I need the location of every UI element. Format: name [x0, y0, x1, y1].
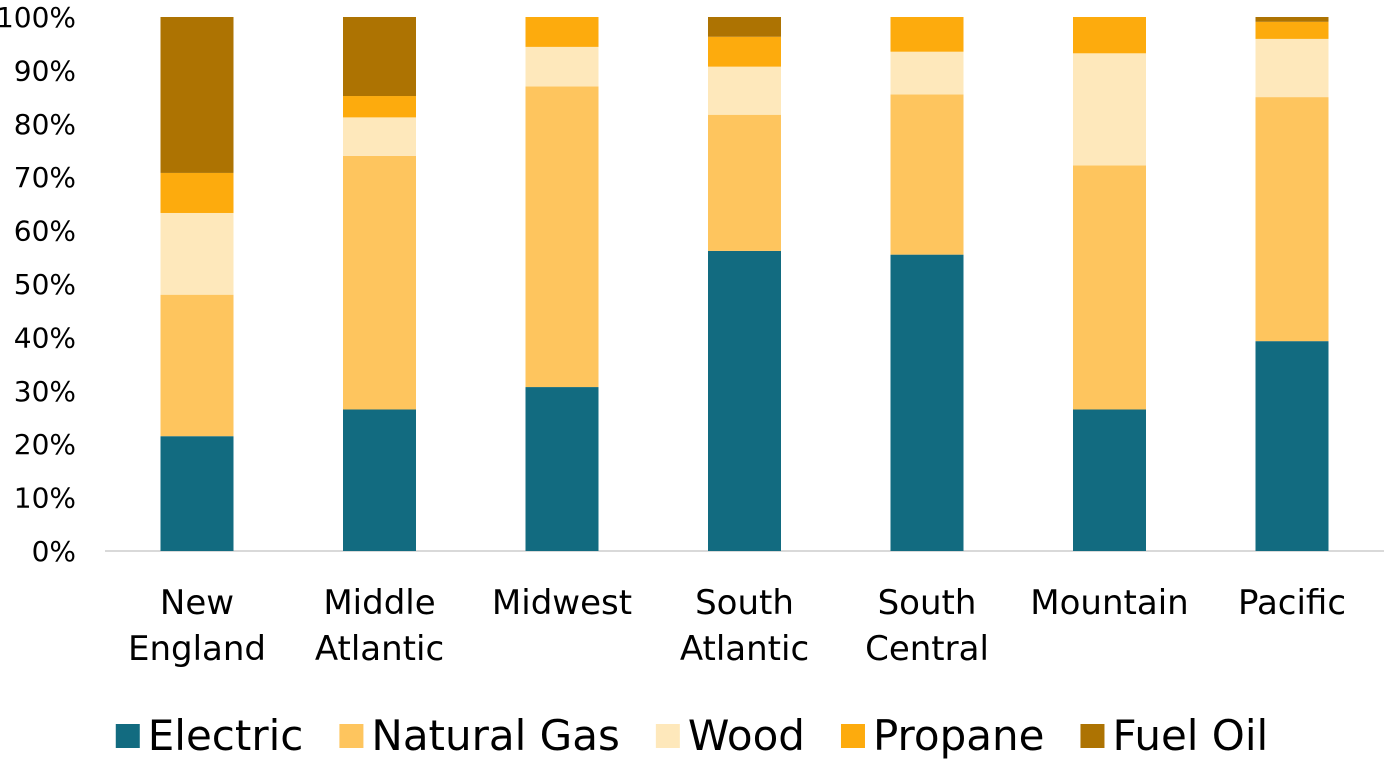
bar-segment-propane: [343, 96, 416, 118]
legend-swatch: [339, 724, 364, 748]
bar-segment-natural-gas: [1255, 97, 1329, 342]
bar-segment-wood: [160, 212, 234, 295]
y-tick-label: 10%: [14, 482, 76, 515]
x-category-label-line: South: [878, 583, 977, 623]
bar-segment-electric: [890, 254, 964, 551]
legend-swatch: [655, 724, 680, 748]
bar-stack-pacific: [1255, 17, 1329, 551]
x-category-label: Pacific: [1238, 583, 1346, 623]
bar-segment-electric: [525, 387, 599, 551]
bar-segment-natural-gas: [160, 294, 234, 437]
x-category-label-line: Middle: [323, 583, 435, 623]
bar-segment-propane: [1073, 17, 1146, 54]
bar-stack-middle-atlantic: [343, 17, 416, 551]
bar-segment-electric: [1255, 341, 1329, 551]
bar-segment-wood: [1073, 53, 1146, 166]
bar-segment-propane: [890, 17, 964, 52]
y-tick-label: 90%: [14, 54, 76, 87]
legend-swatch: [840, 724, 865, 748]
bar-stack-south-central: [890, 17, 964, 551]
legend-label: Wood: [688, 711, 805, 760]
legend: Electric Natural Gas Wood Propane Fuel Oil: [115, 711, 1268, 760]
x-category-label: Middle Atlantic: [315, 583, 444, 669]
x-category-label: South Atlantic: [680, 583, 809, 669]
legend-label: Electric: [148, 711, 304, 760]
y-tick-label: 0%: [32, 535, 76, 568]
x-category-label: New England: [128, 583, 266, 669]
legend-swatch: [1080, 724, 1105, 748]
bar-segment-electric: [343, 409, 416, 551]
bar-segment-wood: [708, 66, 781, 115]
bar-stack-new-england: [160, 17, 234, 551]
bar-segment-wood: [890, 51, 964, 95]
y-tick-label: 70%: [14, 161, 76, 194]
legend-item-electric: Electric: [115, 711, 304, 760]
x-category-label-line: Midwest: [492, 583, 632, 623]
y-tick-label: 80%: [14, 108, 76, 141]
bar-segment-wood: [343, 117, 416, 156]
bar-segment-wood: [1255, 38, 1329, 98]
bar-segment-propane: [160, 172, 234, 213]
bar-segment-natural-gas: [1073, 165, 1146, 410]
y-tick-label: 40%: [14, 321, 76, 354]
bar-segment-fuel-oil: [1255, 17, 1329, 22]
x-category-label-line: Central: [865, 629, 989, 669]
bar-segment-natural-gas: [708, 114, 781, 251]
x-category-label-line: New: [160, 583, 234, 623]
y-tick-label: 50%: [14, 268, 76, 301]
bar-segment-fuel-oil: [160, 17, 234, 173]
legend-item-wood: Wood: [655, 711, 805, 760]
bar-stack-south-atlantic: [708, 17, 781, 551]
x-category-label-line: Atlantic: [315, 629, 444, 669]
legend-label: Natural Gas: [371, 711, 619, 760]
y-tick-label: 60%: [14, 215, 76, 248]
bar-segment-wood: [525, 46, 599, 87]
legend-label: Propane: [873, 711, 1045, 760]
y-tick-label: 100%: [0, 1, 76, 34]
x-category-label-line: South: [695, 583, 794, 623]
legend-item-propane: Propane: [840, 711, 1045, 760]
bar-segment-natural-gas: [525, 86, 599, 388]
bar-stack-midwest: [525, 17, 599, 551]
x-category-label-line: England: [128, 629, 266, 669]
x-axis-category-labels: New England Middle Atlantic Midwest South Atla…: [128, 583, 1346, 669]
bar-segment-fuel-oil: [343, 17, 416, 97]
bar-segment-fuel-oil: [708, 17, 781, 37]
bar-segment-propane: [708, 36, 781, 67]
bar-segment-natural-gas: [343, 155, 416, 410]
x-category-label-line: Atlantic: [680, 629, 809, 669]
x-category-label-line: Pacific: [1238, 583, 1346, 623]
x-category-label: Mountain: [1030, 583, 1188, 623]
bar-segment-electric: [708, 250, 781, 551]
y-axis-tick-labels: 0% 10% 20% 30% 40% 50% 60% 70% 80% 90% 100%: [0, 1, 76, 568]
bar-segment-electric: [1073, 409, 1146, 551]
legend-label: Fuel Oil: [1112, 711, 1268, 760]
bar-segment-natural-gas: [890, 94, 964, 255]
legend-item-fuel-oil: Fuel Oil: [1080, 711, 1268, 760]
y-tick-label: 30%: [14, 375, 76, 408]
x-category-label: South Central: [865, 583, 989, 669]
y-tick-label: 20%: [14, 428, 76, 461]
bar-stacks: [160, 17, 1329, 551]
legend-swatch: [115, 724, 140, 748]
x-category-label: Midwest: [492, 583, 632, 623]
bar-segment-electric: [160, 436, 234, 551]
bar-segment-propane: [525, 17, 599, 47]
bar-stack-mountain: [1073, 17, 1146, 551]
x-category-label-line: Mountain: [1030, 583, 1188, 623]
bar-segment-propane: [1255, 21, 1329, 39]
legend-item-natural-gas: Natural Gas: [339, 711, 620, 760]
